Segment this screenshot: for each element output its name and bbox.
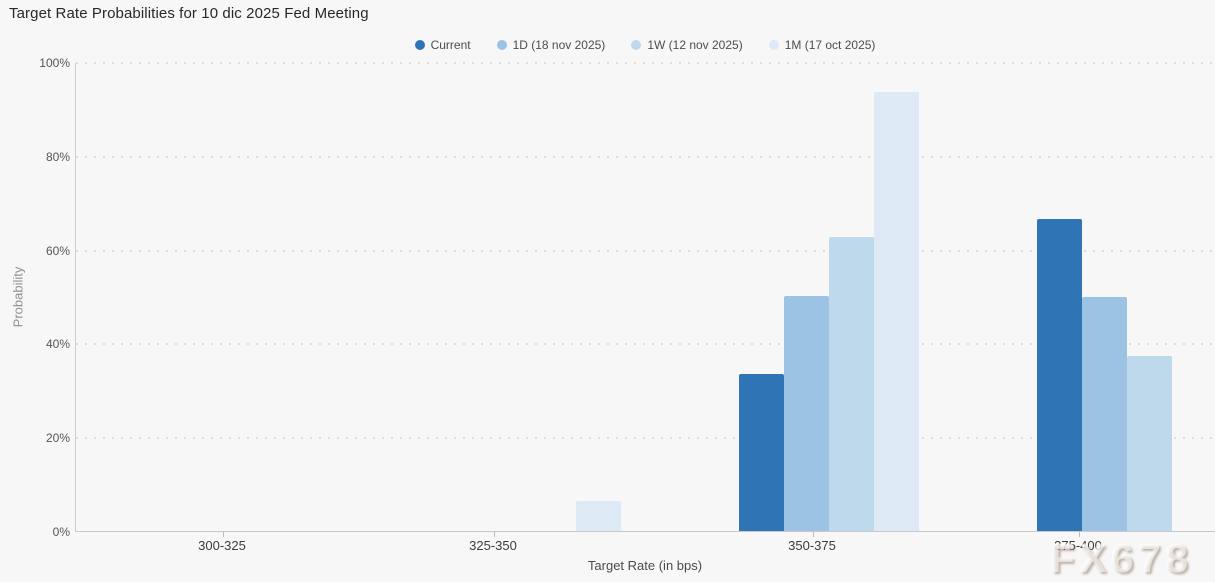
- legend-item-current[interactable]: Current: [414, 38, 471, 52]
- legend-marker-icon: [414, 40, 425, 50]
- gridline: [76, 62, 1215, 64]
- gridline: [76, 156, 1215, 158]
- y-axis-labels: 0% 20% 40% 60% 80% 100%: [0, 56, 70, 539]
- x-tick-label-375-400: 375-400: [1054, 538, 1102, 553]
- x-tick: [813, 532, 814, 537]
- gridline: [76, 437, 1215, 439]
- y-tick-label: 20%: [45, 431, 70, 445]
- legend-label: 1D (18 nov 2025): [512, 38, 606, 52]
- legend-item-1w[interactable]: 1W (12 nov 2025): [631, 38, 743, 52]
- bar-1m-350-375[interactable]: [874, 92, 919, 531]
- bar-1d-350-375[interactable]: [784, 296, 829, 531]
- bar-1w-350-375[interactable]: [829, 237, 874, 531]
- x-tick: [494, 532, 495, 537]
- x-tick-label-325-350: 325-350: [469, 538, 517, 553]
- x-tick-label-300-325: 300-325: [198, 538, 246, 553]
- chart-title: Target Rate Probabilities for 10 dic 202…: [9, 5, 369, 22]
- x-axis-title: Target Rate (in bps): [587, 558, 703, 573]
- legend-label: 1W (12 nov 2025): [647, 38, 743, 52]
- legend-label: Current: [430, 38, 471, 52]
- legend-item-1d[interactable]: 1D (18 nov 2025): [496, 38, 606, 52]
- plot-area: [75, 62, 1215, 537]
- gridline: [76, 250, 1215, 252]
- bar-current-375-400[interactable]: [1037, 219, 1082, 531]
- x-tick: [1079, 532, 1080, 537]
- legend-marker-icon: [496, 40, 507, 50]
- legend-marker-icon: [768, 40, 779, 50]
- legend-marker-icon: [631, 40, 642, 50]
- x-axis-labels: 300-325 325-350 350-375 375-400: [75, 538, 1215, 554]
- legend: Current 1D (18 nov 2025) 1W (12 nov 2025) 1…: [75, 37, 1215, 53]
- y-tick-label: 60%: [45, 244, 70, 258]
- y-tick-label: 0%: [52, 525, 70, 539]
- bar-1d-375-400[interactable]: [1082, 297, 1127, 531]
- y-tick-label: 80%: [45, 150, 70, 164]
- legend-label: 1M (17 oct 2025): [784, 38, 876, 52]
- y-tick-label: 100%: [39, 56, 70, 70]
- bar-current-350-375[interactable]: [739, 374, 784, 531]
- y-tick-label: 40%: [45, 337, 70, 351]
- gridline: [76, 343, 1215, 345]
- bar-1w-375-400[interactable]: [1127, 356, 1172, 531]
- x-tick: [223, 532, 224, 537]
- legend-item-1m[interactable]: 1M (17 oct 2025): [768, 38, 876, 52]
- x-tick-label-350-375: 350-375: [788, 538, 836, 553]
- bar-1m-325-350[interactable]: [576, 501, 621, 531]
